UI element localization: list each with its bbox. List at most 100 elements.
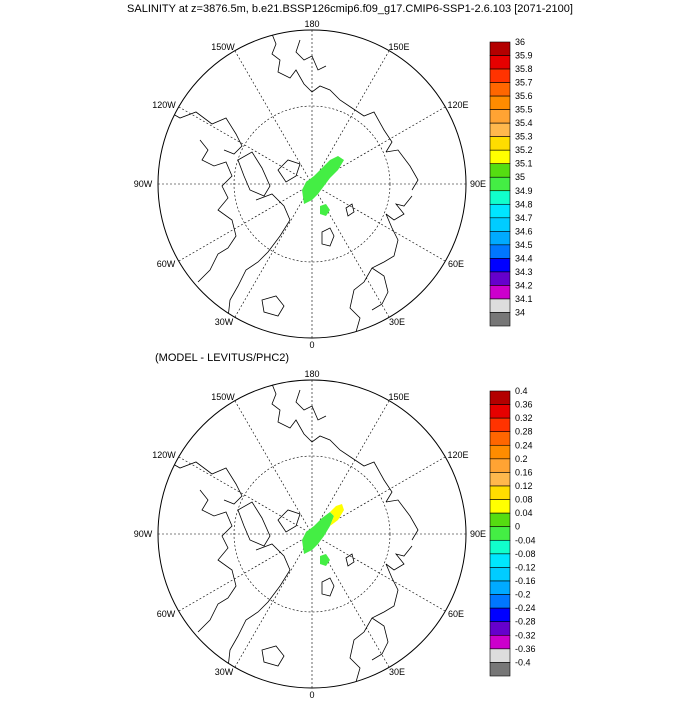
bottom-colorbar-swatch	[489, 621, 511, 636]
bottom-meridians	[158, 380, 466, 688]
top-map-border	[157, 29, 467, 339]
bottom-colorbar-swatch	[489, 404, 511, 419]
bottom-colorbar-label: 0.12	[515, 481, 533, 491]
top-colorbar-label: 34.6	[515, 226, 533, 236]
bottom-lon-label: 0	[309, 690, 314, 700]
top-colorbar-swatch	[489, 82, 511, 97]
bottom-map-border	[157, 379, 467, 689]
top-colorbar-label: 35.2	[515, 145, 533, 155]
top-lon-label: 90W	[134, 179, 153, 189]
bottom-colorbar-swatch	[489, 526, 511, 541]
top-colorbar-swatch	[489, 55, 511, 70]
bottom-lon-label: 180	[304, 369, 319, 379]
top-colorbar-swatch	[489, 271, 511, 286]
top-meridians	[158, 30, 466, 338]
bottom-lon-label: 120W	[152, 450, 176, 460]
bottom-colorbar-label: -0.28	[515, 617, 536, 627]
top-map: 180 150E 120E 90E 60E 30E 0 30W 60W 90W …	[134, 19, 486, 350]
bottom-panel: (MODEL - LEVITUS/PHC2)	[134, 352, 536, 700]
bottom-colorbar-label: 0.4	[515, 386, 528, 396]
bottom-colorbar-swatch	[489, 390, 511, 405]
top-colorbar-swatch	[489, 122, 511, 137]
top-salinity-field	[302, 156, 344, 216]
bottom-map-content	[158, 380, 466, 688]
top-colorbar-swatch	[489, 149, 511, 165]
bottom-colorbar-swatch	[489, 472, 511, 487]
bottom-colorbar-label: -0.12	[515, 562, 536, 572]
bottom-colorbar-label: 0.08	[515, 495, 533, 505]
top-lon-label: 90E	[470, 179, 486, 189]
bottom-lon-label: 60E	[448, 609, 464, 619]
top-colorbar-swatch	[489, 312, 511, 327]
top-colorbar-swatch	[489, 68, 511, 83]
top-colorbar-label: 34.1	[515, 294, 533, 304]
top-colorbar-swatch	[489, 285, 511, 300]
top-colorbar-label: 34.9	[515, 186, 533, 196]
top-lon-label: 180	[304, 19, 319, 29]
bottom-colorbar-swatch	[489, 458, 511, 473]
bottom-anomaly-field	[302, 504, 344, 566]
top-lon-label: 150E	[388, 42, 409, 52]
top-colorbar-label: 35.9	[515, 51, 533, 61]
bottom-colorbar-label: 0.24	[515, 440, 533, 450]
top-colorbar-swatch	[489, 190, 511, 205]
bottom-colorbar-swatch	[489, 594, 511, 609]
bottom-lon-label: 90W	[134, 529, 153, 539]
bottom-colorbar-label: 0.04	[515, 508, 533, 518]
top-colorbar-swatch	[489, 217, 511, 232]
top-coastlines	[165, 33, 419, 333]
bottom-colorbar-label: -0.04	[515, 535, 536, 545]
bottom-colorbar-swatch	[489, 553, 511, 568]
top-lon-label: 0	[309, 340, 314, 350]
top-lon-label: 60E	[448, 259, 464, 269]
top-colorbar-label: 34.3	[515, 267, 533, 277]
top-colorbar-swatch	[489, 41, 511, 56]
bottom-colorbar-label: 0.16	[515, 467, 533, 477]
bottom-colorbar-swatch	[489, 485, 511, 500]
bottom-colorbar-label: 0.28	[515, 427, 533, 437]
bottom-colorbar-label: 0.2	[515, 454, 528, 464]
bottom-colorbar-label: -0.36	[515, 644, 536, 654]
top-colorbar-swatch	[489, 203, 511, 219]
top-colorbar-label: 35	[515, 172, 525, 182]
bottom-title: (MODEL - LEVITUS/PHC2)	[155, 352, 289, 364]
top-lon-labels: 180 150E 120E 90E 60E 30E 0 30W 60W 90W …	[134, 19, 486, 350]
top-colorbar-label: 36	[515, 37, 525, 47]
top-colorbar-label: 34.2	[515, 280, 533, 290]
top-colorbar-swatch	[489, 258, 511, 273]
top-colorbar-swatch	[489, 109, 511, 124]
bottom-colorbar: 0.4 0.36 0.32 0.28 0.24 0.2 0.16 0.12 0.08 0.04 0 -…	[489, 386, 536, 677]
top-map-content	[158, 30, 466, 338]
bottom-colorbar-label: -0.32	[515, 630, 536, 640]
top-colorbar-swatch	[489, 136, 511, 151]
top-lon-label: 30E	[389, 317, 405, 327]
bottom-colorbar-swatch	[489, 567, 511, 582]
top-colorbar-swatch	[489, 95, 511, 110]
top-lon-label: 120E	[447, 100, 468, 110]
bottom-lon-label: 120E	[447, 450, 468, 460]
bottom-anomaly-patch	[320, 554, 330, 566]
top-colorbar-label: 34	[515, 307, 525, 317]
top-colorbar-label: 35.1	[515, 159, 533, 169]
bottom-colorbar-label: -0.4	[515, 657, 531, 667]
bottom-lon-labels: 180 150E 120E 90E 60E 30E 0 30W 60W 90W …	[134, 369, 486, 700]
bottom-colorbar-swatch	[489, 539, 511, 555]
bottom-colorbar-label: -0.16	[515, 576, 536, 586]
bottom-lon-label: 30E	[389, 667, 405, 677]
bottom-map: 180 150E 120E 90E 60E 30E 0 30W 60W 90W …	[134, 369, 486, 700]
bottom-colorbar-swatch	[489, 648, 511, 663]
bottom-lon-label: 30W	[215, 667, 234, 677]
bottom-colorbar-swatch	[489, 444, 511, 460]
bottom-colorbar-label: 0.32	[515, 413, 533, 423]
bottom-colorbar-label: -0.24	[515, 603, 536, 613]
bottom-lon-label: 60W	[157, 609, 176, 619]
top-colorbar-label: 34.7	[515, 213, 533, 223]
bottom-colorbar-swatch	[489, 580, 511, 595]
top-colorbar-swatch	[489, 231, 511, 246]
top-colorbar-label: 35.5	[515, 105, 533, 115]
bottom-colorbar-label: -0.2	[515, 590, 531, 600]
bottom-colorbar-swatch	[489, 512, 511, 528]
bottom-colorbar-swatch	[489, 634, 511, 650]
bottom-colorbar-swatch	[489, 417, 511, 433]
